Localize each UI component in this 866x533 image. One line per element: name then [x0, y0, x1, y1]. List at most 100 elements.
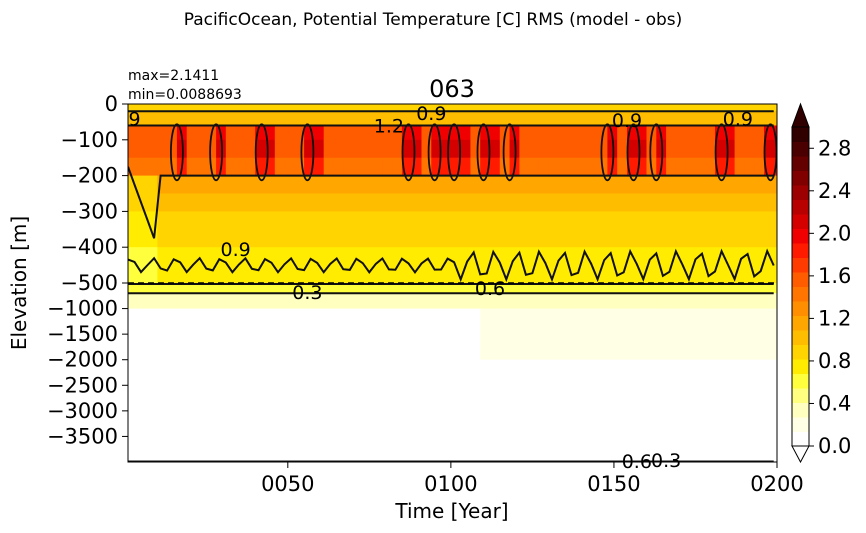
heatmap-cell [245, 211, 256, 248]
heatmap-cell [509, 104, 520, 112]
heatmap-cell [646, 139, 657, 159]
heatmap-cell [147, 308, 158, 361]
heatmap-cell [460, 211, 472, 248]
heatmap-cell [343, 157, 354, 176]
heatmap-cell [157, 157, 168, 176]
heatmap-cell [333, 139, 344, 159]
heatmap-cell [587, 283, 599, 294]
heatmap-cell [343, 111, 354, 126]
heatmap-cell [724, 111, 736, 126]
heatmap-cell [627, 139, 638, 159]
heatmap-cell [734, 111, 745, 126]
heatmap-cell [196, 104, 207, 112]
heatmap-cell [401, 283, 413, 294]
heatmap-cell [675, 157, 687, 176]
heatmap-cell [206, 247, 217, 284]
heatmap-cell [685, 193, 697, 212]
heatmap-cell [587, 293, 599, 309]
heatmap-cell [656, 193, 667, 212]
heatmap-cell [519, 193, 530, 212]
heatmap-cell [128, 111, 139, 126]
heatmap-cell [157, 211, 168, 248]
heatmap-cell [705, 283, 716, 294]
heatmap-cell [470, 111, 481, 126]
heatmap-cell [646, 175, 657, 194]
heatmap-cell [617, 104, 628, 112]
heatmap-cell [431, 193, 442, 212]
heatmap-cell [519, 104, 530, 112]
heatmap-cell [460, 293, 472, 309]
heatmap-cell [734, 308, 745, 361]
heatmap-cell [372, 193, 383, 212]
heatmap-cell [284, 139, 295, 159]
contour-loop [476, 123, 491, 182]
heatmap-cell [568, 283, 579, 294]
heatmap-cell [548, 157, 560, 176]
heatmap-cell [675, 111, 687, 126]
heatmap-cell [372, 308, 383, 361]
heatmap-cell [245, 157, 256, 176]
heatmap-cell [372, 175, 383, 194]
heatmap-cell [617, 283, 628, 294]
heatmap-cell [734, 211, 745, 248]
heatmap-cell [607, 193, 618, 212]
heatmap-cell [685, 104, 697, 112]
heatmap-cell [206, 193, 217, 212]
heatmap-cell [548, 139, 560, 159]
heatmap-cell [245, 293, 256, 309]
heatmap-cell [157, 308, 168, 361]
heatmap-cell [578, 193, 589, 212]
heatmap-cell [401, 139, 413, 159]
heatmap-cell [372, 139, 383, 159]
heatmap-cell [353, 175, 364, 194]
heatmap-cell [186, 283, 198, 294]
heatmap-cell [460, 175, 472, 194]
heatmap-cell [656, 283, 667, 294]
heatmap-cell [196, 139, 207, 159]
heatmap-cell [255, 308, 266, 361]
heatmap-cell [167, 111, 178, 126]
heatmap-cell [480, 283, 491, 294]
heatmap-cell [372, 359, 383, 462]
heatmap-cell [490, 157, 501, 176]
heatmap-cell [304, 293, 315, 309]
heatmap-cell [480, 125, 491, 141]
heatmap-cell [490, 359, 501, 462]
heatmap-cell [157, 293, 168, 309]
contour-label: 0.6 [475, 278, 505, 300]
heatmap-cell [597, 193, 608, 212]
heatmap-cell [529, 193, 540, 212]
heatmap-cell [137, 111, 149, 126]
heatmap-cell [607, 175, 618, 194]
heatmap-cell [245, 111, 256, 126]
heatmap-cell [646, 111, 657, 126]
heatmap-cell [196, 211, 207, 248]
heatmap-cell [529, 211, 540, 248]
heatmap-cell [216, 193, 227, 212]
heatmap-cell [499, 359, 511, 462]
heatmap-cell [235, 175, 246, 194]
x-tick-label: 0050 [261, 472, 314, 496]
heatmap-cell [538, 111, 550, 126]
heatmap-cell [382, 139, 393, 159]
heatmap-cell [382, 293, 393, 309]
heatmap-cell [167, 211, 178, 248]
heatmap-cell [715, 104, 726, 112]
heatmap-cell [627, 104, 638, 112]
heatmap-cell [206, 139, 217, 159]
colorbar-extend-max [791, 102, 810, 128]
heatmap-cell [441, 211, 452, 248]
heatmap-cell [597, 211, 608, 248]
heatmap-cell [421, 308, 432, 361]
heatmap-cell [490, 308, 501, 361]
heatmap-cell [548, 104, 560, 112]
heatmap-cell [421, 247, 432, 284]
heatmap-cell [176, 308, 188, 361]
heatmap-cell [548, 359, 560, 462]
contour-label: 0.9 [723, 108, 753, 130]
heatmap-cell [695, 157, 706, 176]
heatmap-cell [538, 211, 550, 248]
heatmap-cell [137, 139, 149, 159]
heatmap-cell [421, 211, 432, 248]
heatmap-cell [411, 211, 423, 248]
